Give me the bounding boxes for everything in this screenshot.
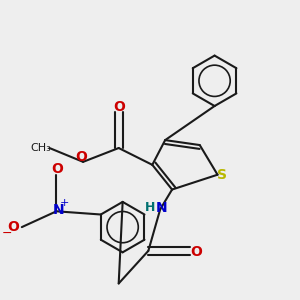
Text: O: O: [76, 149, 88, 164]
Text: O: O: [190, 245, 202, 259]
Text: −: −: [2, 227, 12, 240]
Text: H: H: [145, 201, 155, 214]
Text: O: O: [51, 162, 63, 176]
Text: S: S: [217, 168, 227, 182]
Text: O: O: [8, 220, 20, 234]
Text: CH₃: CH₃: [30, 143, 51, 153]
Text: O: O: [113, 100, 124, 113]
Text: +: +: [60, 198, 69, 208]
Text: N: N: [53, 203, 64, 217]
Text: N: N: [156, 201, 167, 215]
